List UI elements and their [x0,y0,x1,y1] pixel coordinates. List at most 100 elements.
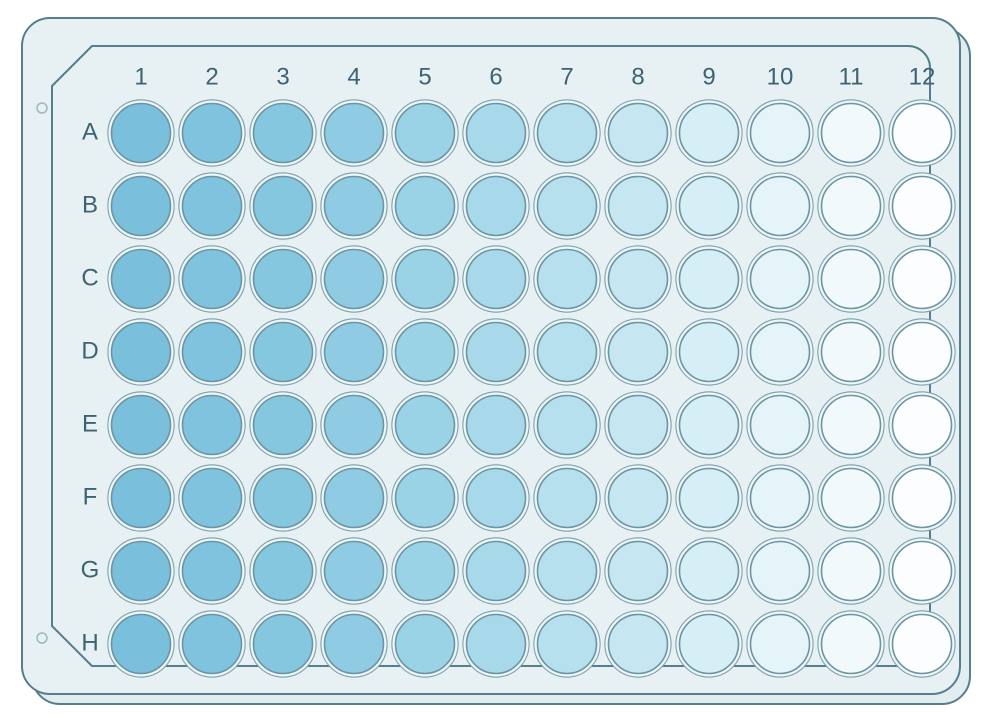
well-B3 [250,173,316,239]
column-label-4: 4 [347,63,360,90]
well-D12 [889,319,955,385]
well-A7 [534,100,600,166]
well-E6 [463,392,529,458]
well-E7 [534,392,600,458]
well-F1 [108,465,174,531]
well-G1 [108,538,174,604]
well-F4 [321,465,387,531]
well-E9 [676,392,742,458]
row-label-C: C [81,264,98,291]
well-F10 [747,465,813,531]
well-A10 [747,100,813,166]
well-C7 [534,246,600,312]
well-H7 [534,611,600,677]
well-A11 [818,100,884,166]
well-D4 [321,319,387,385]
well-A4 [321,100,387,166]
well-G6 [463,538,529,604]
well-H9 [676,611,742,677]
row-label-B: B [82,191,98,218]
well-C12 [889,246,955,312]
well-C6 [463,246,529,312]
well-E11 [818,392,884,458]
well-D6 [463,319,529,385]
well-H1 [108,611,174,677]
well-D8 [605,319,671,385]
well-G7 [534,538,600,604]
column-label-8: 8 [631,63,644,90]
well-C10 [747,246,813,312]
well-C4 [321,246,387,312]
well-A5 [392,100,458,166]
well-H3 [250,611,316,677]
well-F2 [179,465,245,531]
well-C9 [676,246,742,312]
well-B12 [889,173,955,239]
row-label-F: F [83,483,98,510]
well-E5 [392,392,458,458]
well-G8 [605,538,671,604]
well-D9 [676,319,742,385]
well-A8 [605,100,671,166]
well-E3 [250,392,316,458]
well-G4 [321,538,387,604]
column-label-12: 12 [909,63,936,90]
column-label-9: 9 [702,63,715,90]
well-D7 [534,319,600,385]
column-label-10: 10 [767,63,794,90]
well-F3 [250,465,316,531]
well-F5 [392,465,458,531]
well-G12 [889,538,955,604]
well-G3 [250,538,316,604]
row-label-H: H [81,629,98,656]
well-D11 [818,319,884,385]
column-label-2: 2 [205,63,218,90]
well-H11 [818,611,884,677]
well-E10 [747,392,813,458]
well-D3 [250,319,316,385]
well-C5 [392,246,458,312]
well-A1 [108,100,174,166]
column-label-11: 11 [839,63,864,90]
well-G5 [392,538,458,604]
well-F6 [463,465,529,531]
well-H2 [179,611,245,677]
well-E8 [605,392,671,458]
well-H12 [889,611,955,677]
well-A9 [676,100,742,166]
well-D1 [108,319,174,385]
well-D2 [179,319,245,385]
well-B1 [108,173,174,239]
well-G2 [179,538,245,604]
well-B10 [747,173,813,239]
well-B8 [605,173,671,239]
column-label-6: 6 [489,63,502,90]
well-H5 [392,611,458,677]
well-B6 [463,173,529,239]
well-D5 [392,319,458,385]
well-B2 [179,173,245,239]
row-label-E: E [82,410,98,437]
well-B11 [818,173,884,239]
well-E1 [108,392,174,458]
column-label-7: 7 [560,63,573,90]
well-G11 [818,538,884,604]
microplate-figure: 123456789101112ABCDEFGH [0,0,986,718]
well-D10 [747,319,813,385]
well-F7 [534,465,600,531]
row-label-A: A [82,118,98,145]
well-E2 [179,392,245,458]
row-label-G: G [81,556,100,583]
well-F9 [676,465,742,531]
well-C11 [818,246,884,312]
well-F11 [818,465,884,531]
column-label-3: 3 [276,63,289,90]
well-B4 [321,173,387,239]
well-G9 [676,538,742,604]
row-label-D: D [81,337,98,364]
well-C1 [108,246,174,312]
well-C8 [605,246,671,312]
well-G10 [747,538,813,604]
well-C2 [179,246,245,312]
well-H8 [605,611,671,677]
